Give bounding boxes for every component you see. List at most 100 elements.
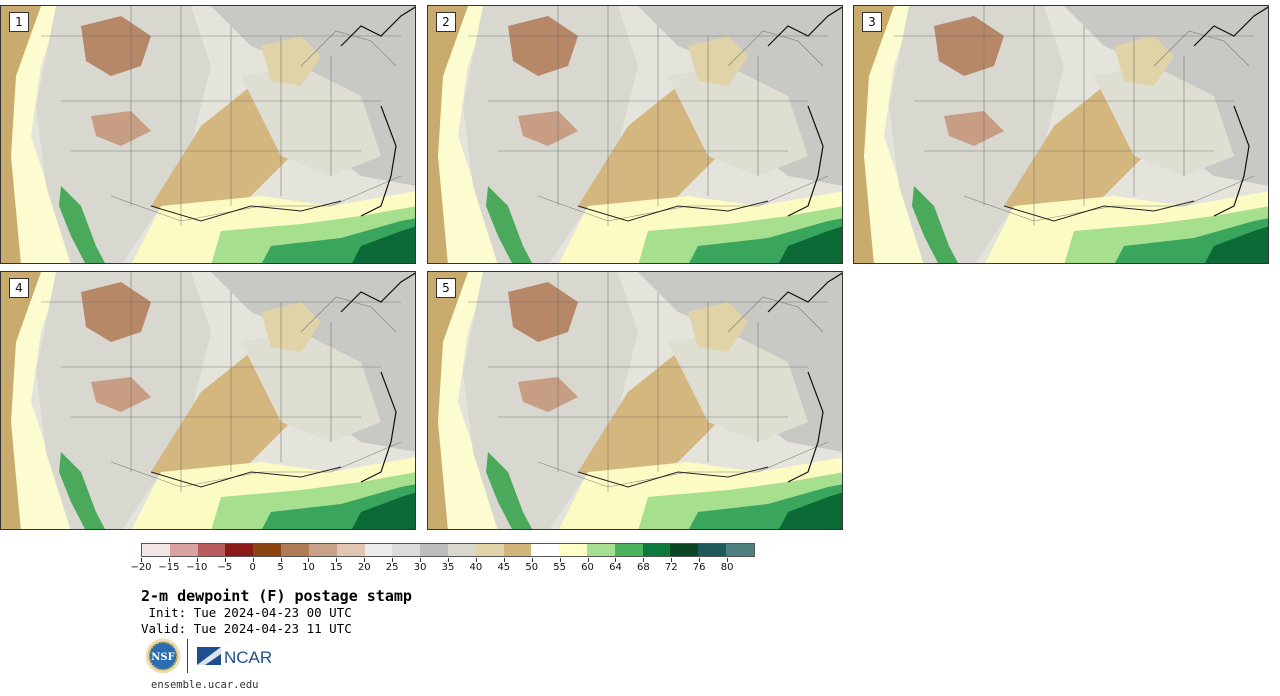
colorbar-tick-mark [475, 558, 477, 562]
plateau-brown [518, 111, 578, 146]
colorbar-tick-label: 15 [329, 562, 343, 573]
northwest-brown [508, 16, 578, 76]
ocean-west [428, 6, 498, 263]
colorbar-tick-label: −15 [158, 562, 180, 573]
gulf-green-3 [1205, 226, 1268, 263]
colorbar-tick-label: −20 [130, 562, 152, 573]
east-coastline [767, 272, 842, 313]
atlantic-coastline [1213, 105, 1250, 217]
gulf-coastline [150, 466, 342, 488]
colorbar-tick-label: 25 [385, 562, 399, 573]
colorbar-tick-mark [727, 558, 729, 562]
gulf-coastline [150, 200, 342, 222]
map-panel-2: 2 [427, 5, 843, 264]
colorbar-swatch [420, 544, 448, 556]
ocean-west [854, 6, 924, 263]
east-coastline [340, 272, 415, 313]
northwest-brown [81, 282, 151, 342]
state-borders [468, 272, 829, 492]
east-coastline [340, 6, 415, 47]
gulf-coastline [577, 466, 769, 488]
ocean-west [1, 272, 71, 529]
colorbar-tick-mark [448, 558, 449, 562]
colorbar-tick-mark [196, 558, 198, 562]
state-borders [468, 6, 829, 226]
colorbar-tick-label: −10 [186, 562, 208, 573]
colorbar-tick-label: 55 [553, 562, 566, 573]
gulf-coastline [577, 200, 769, 222]
lakes-tan [261, 36, 321, 86]
state-border-line [727, 296, 824, 333]
panel-label-4: 4 [9, 278, 29, 298]
panel-label-3: 3 [862, 12, 882, 32]
colorbar-swatch [169, 544, 198, 556]
colorbar-swatch [670, 544, 699, 556]
state-border-line [110, 175, 402, 222]
colorbar-swatch [503, 544, 532, 556]
colorbar-tick-mark [336, 558, 338, 562]
colorbar-swatch [726, 544, 754, 556]
colorbar-tick-label: 45 [497, 562, 511, 573]
colorbar-swatch [614, 544, 643, 556]
coastal-plain [428, 272, 468, 529]
map-panel-5: 5 [427, 271, 843, 530]
init-time: Init: Tue 2024-04-23 00 UTC [141, 605, 352, 620]
colorbar-tick-mark [615, 558, 617, 562]
ocean-west [1, 6, 71, 263]
footer-url: ensemble.ucar.edu [151, 679, 259, 691]
colorbar-tick-mark [141, 558, 142, 562]
state-border-line [110, 441, 402, 488]
colorbar-swatch [531, 544, 560, 556]
svg-text:NSF: NSF [151, 652, 174, 663]
colorbar-tick-label: 30 [413, 562, 427, 573]
state-border-line [537, 441, 829, 488]
colorbar-tick-label: 64 [609, 562, 622, 573]
east-light [668, 332, 808, 442]
colorbar-swatch [642, 544, 671, 556]
colorbar-swatch [475, 544, 504, 556]
colorbar-tick-mark [392, 558, 394, 562]
mexico-green [486, 452, 532, 529]
colorbar-tick-label: 72 [664, 562, 678, 573]
dewpoint-map-4 [1, 272, 415, 529]
plateau-brown [518, 377, 578, 412]
colorbar-tick-label: 20 [357, 562, 371, 573]
state-borders [894, 6, 1255, 226]
colorbar-swatch [308, 544, 337, 556]
logo-divider [187, 639, 188, 673]
colorbar-swatch [225, 544, 254, 556]
dewpoint-map-5 [428, 272, 842, 529]
panel-label-1: 1 [9, 12, 29, 32]
lakes-tan [1114, 36, 1174, 86]
ncar-logo: NCAR [197, 647, 272, 667]
colorbar-tick-mark [280, 558, 282, 562]
atlantic-coastline [787, 105, 824, 217]
colorbar-swatch [197, 544, 226, 556]
dewpoint-map-1 [1, 6, 415, 263]
map-panel-1: 1 [0, 5, 416, 264]
state-borders [41, 6, 402, 226]
colorbar-tick-mark [671, 558, 673, 562]
state-border-line [300, 296, 397, 333]
colorbar-swatch [281, 544, 309, 556]
atlantic-coastline [360, 371, 397, 483]
colorbar-tick-label: 40 [469, 562, 483, 573]
plot-title: 2-m dewpoint (F) postage stamp [141, 587, 412, 605]
northwest-brown [934, 16, 1004, 76]
state-borders [41, 272, 402, 492]
colorbar-swatch [392, 544, 421, 556]
mexico-green [912, 186, 958, 263]
colorbar-tick-mark [168, 558, 170, 562]
east-light [241, 66, 381, 176]
dewpoint-map-2 [428, 6, 842, 263]
colorbar-tick-label: 68 [636, 562, 650, 573]
colorbar-swatch [447, 544, 476, 556]
state-border-line [300, 30, 397, 67]
colorbar-tick-mark [587, 558, 589, 562]
colorbar-tick-label: 0 [249, 562, 256, 573]
colorbar-tick-mark [224, 558, 226, 562]
gulf-green-3 [352, 492, 415, 529]
state-border-line [537, 175, 829, 222]
dewpoint-map-3 [854, 6, 1268, 263]
gulf-green-3 [779, 492, 842, 529]
